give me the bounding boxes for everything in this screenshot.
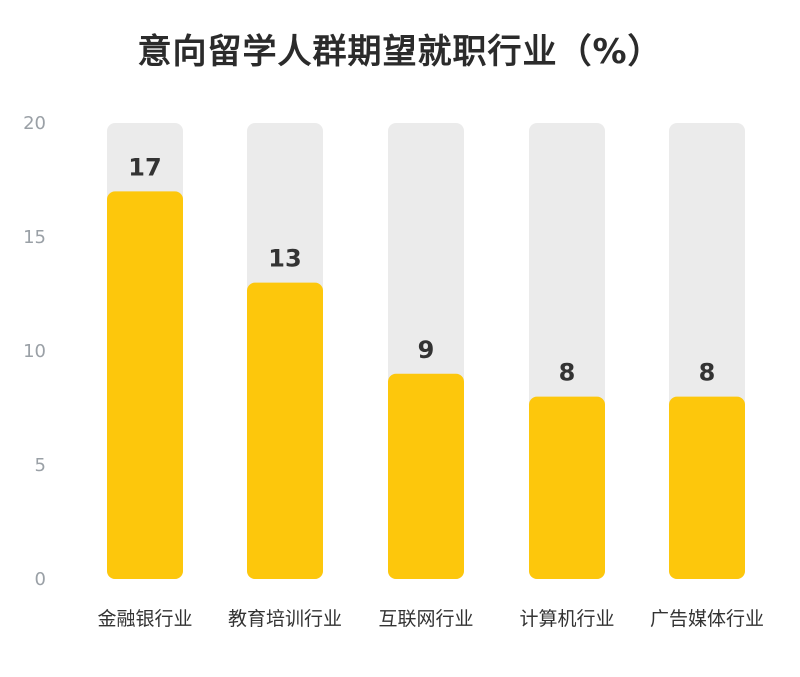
y-tick-label: 10: [23, 341, 46, 362]
bar: [388, 373, 464, 579]
category-label: 金融银行业: [97, 608, 192, 630]
data-label: 17: [128, 153, 161, 181]
bar: [669, 396, 745, 579]
bar: [247, 282, 323, 579]
category-label: 计算机行业: [519, 608, 614, 630]
category-label: 教育培训行业: [228, 608, 342, 630]
y-tick-label: 0: [35, 569, 46, 590]
category-label: 广告媒体行业: [650, 608, 764, 630]
data-label: 13: [268, 245, 301, 273]
y-tick-label: 15: [23, 227, 46, 248]
data-label: 8: [559, 359, 576, 387]
bar: [107, 191, 183, 579]
data-label: 8: [699, 359, 716, 387]
chart-title: 意向留学人群期望就职行业（%）: [137, 32, 663, 72]
bar: [529, 396, 605, 579]
data-label: 9: [418, 336, 435, 364]
category-label: 互联网行业: [378, 608, 473, 630]
y-tick-label: 5: [35, 455, 46, 476]
y-tick-label: 20: [23, 113, 46, 134]
